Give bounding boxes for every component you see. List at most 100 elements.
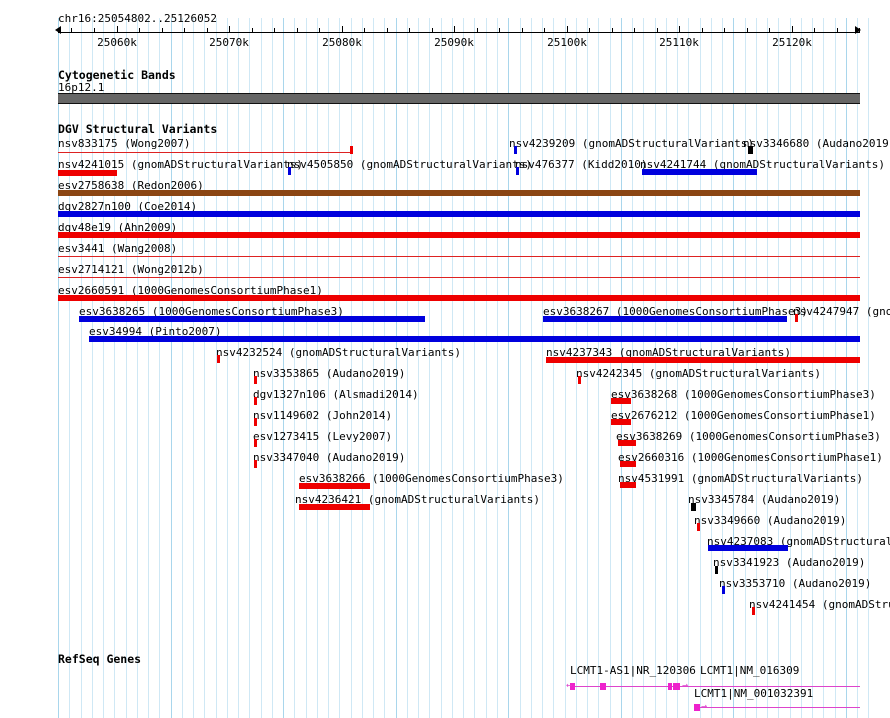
dgv-feature-bar[interactable]	[722, 586, 725, 594]
dgv-feature-bar[interactable]	[58, 295, 860, 301]
dgv-feature-label[interactable]: nsv3345784 (Audano2019)	[688, 493, 841, 506]
dgv-feature-label[interactable]: nsv4232524 (gnomADStructuralVariants)	[216, 346, 462, 359]
ruler-tick-label: 25080k	[322, 36, 362, 49]
dgv-feature-label[interactable]: esv3638265 (1000GenomesConsortiumPhase3)	[79, 305, 344, 318]
dgv-feature-label[interactable]: esv3441 (Wang2008)	[58, 242, 178, 255]
ruler-tick-major	[454, 26, 455, 33]
ruler-tick	[724, 28, 725, 33]
dgv-feature-label[interactable]: nsv3353865 (Audano2019)	[253, 367, 406, 380]
dgv-feature-label[interactable]: nsv3346680 (Audano2019)	[743, 137, 890, 150]
dgv-feature-bar[interactable]	[254, 376, 257, 384]
dgv-feature-label[interactable]: dgv1327n106 (Alsmadi2014)	[253, 388, 419, 401]
gene-label[interactable]: LCMT1|NM_001032391	[694, 687, 814, 700]
dgv-feature-endcap	[350, 146, 353, 154]
gene-exon[interactable]	[570, 683, 575, 690]
gridline	[429, 18, 430, 718]
ruler-tick-label: 25060k	[97, 36, 137, 49]
ruler-tick	[522, 28, 523, 33]
dgv-feature-label[interactable]: nsv3347040 (Audano2019)	[253, 451, 406, 464]
dgv-feature-bar[interactable]	[254, 439, 257, 447]
dgv-feature-label[interactable]: nsv3341923 (Audano2019)	[713, 556, 866, 569]
dgv-feature-bar[interactable]	[58, 152, 352, 153]
dgv-feature-bar[interactable]	[618, 440, 636, 446]
dgv-feature-label[interactable]: esv1273415 (Levy2007)	[253, 430, 393, 443]
dgv-feature-bar[interactable]	[715, 566, 718, 574]
dgv-feature-bar[interactable]	[299, 483, 370, 489]
dgv-feature-label[interactable]: nsv4236421 (gnomADStructuralVariants)	[295, 493, 541, 506]
ruler-tick-label: 25110k	[659, 36, 699, 49]
dgv-feature-bar[interactable]	[254, 397, 257, 405]
genome-ruler[interactable]: chr16:25054802..25126052 25060k 25070k 250…	[0, 0, 890, 52]
dgv-feature-label[interactable]: nsv3349660 (Audano2019)	[694, 514, 847, 527]
dgv-feature-bar[interactable]	[516, 167, 519, 175]
dgv-feature-label[interactable]: nsv4241744 (gnomADStructuralVariants)	[640, 158, 886, 171]
gene-exon[interactable]	[694, 704, 700, 711]
gridline	[474, 18, 475, 718]
gene-exon[interactable]	[673, 683, 680, 690]
dgv-feature-bar[interactable]	[752, 607, 755, 615]
dgv-feature-bar[interactable]	[514, 146, 517, 154]
gene-intron-line	[694, 707, 860, 708]
dgv-feature-label[interactable]: nsv833175 (Wong2007)	[58, 137, 191, 150]
dgv-feature-bar[interactable]	[79, 316, 425, 322]
dgv-feature-label[interactable]: esv2660316 (1000GenomesConsortiumPhase1)	[618, 451, 883, 464]
dgv-feature-bar[interactable]	[578, 376, 581, 384]
dgv-feature-bar[interactable]	[58, 277, 860, 278]
dgv-feature-bar[interactable]	[288, 167, 291, 175]
dgv-feature-bar[interactable]	[217, 355, 220, 363]
dgv-feature-label[interactable]: nsv4242345 (gnomADStructuralVariants)	[576, 367, 822, 380]
dgv-feature-label[interactable]: nsv476377 (Kidd2010)	[515, 158, 648, 171]
dgv-feature-label[interactable]: nsv4247947 (gnom	[793, 305, 890, 318]
dgv-feature-label[interactable]: nsv4237343 (gnomADStructuralVariants)	[546, 346, 792, 359]
dgv-feature-label[interactable]: nsv4241454 (gnomADStruc	[749, 598, 890, 611]
dgv-feature-label[interactable]: nsv4239209 (gnomADStructuralVariants)	[509, 137, 755, 150]
dgv-feature-label[interactable]: dgv48e19 (Ahn2009)	[58, 221, 178, 234]
dgv-feature-bar[interactable]	[58, 190, 860, 196]
dgv-feature-bar[interactable]	[58, 256, 860, 257]
dgv-feature-bar[interactable]	[299, 504, 370, 510]
dgv-feature-label[interactable]: esv3638268 (1000GenomesConsortiumPhase3)	[611, 388, 876, 401]
gene-label[interactable]: LCMT1-AS1|NR_120306	[570, 664, 696, 677]
dgv-feature-label[interactable]: esv34994 (Pinto2007)	[89, 325, 222, 338]
dgv-feature-label[interactable]: esv3638269 (1000GenomesConsortiumPhase3)	[616, 430, 881, 443]
dgv-feature-label[interactable]: nsv4505850 (gnomADStructuralVariants)	[287, 158, 533, 171]
gene-label[interactable]: LCMT1|NM_016309	[700, 664, 800, 677]
dgv-feature-bar[interactable]	[58, 170, 117, 176]
dgv-feature-bar[interactable]	[611, 419, 631, 425]
cytoband-bar[interactable]	[58, 93, 860, 104]
dgv-feature-bar[interactable]	[795, 314, 798, 322]
dgv-feature-label[interactable]: nsv4531991 (gnomADStructuralVariants)	[618, 472, 864, 485]
gene-exon[interactable]	[600, 683, 606, 690]
dgv-feature-label[interactable]: dgv2827n100 (Coe2014)	[58, 200, 198, 213]
dgv-feature-label[interactable]: esv2758638 (Redon2006)	[58, 179, 204, 192]
dgv-feature-label[interactable]: nsv4241015 (gnomADStructuralVariants)	[58, 158, 304, 171]
gridline	[553, 18, 554, 718]
dgv-feature-bar[interactable]	[546, 357, 860, 363]
dgv-feature-bar[interactable]	[748, 146, 753, 154]
axis-line	[58, 32, 860, 33]
dgv-feature-bar[interactable]	[543, 316, 787, 322]
dgv-feature-bar[interactable]	[642, 169, 757, 175]
dgv-feature-label[interactable]: esv2660591 (1000GenomesConsortiumPhase1)	[58, 284, 323, 297]
dgv-feature-label[interactable]: esv3638267 (1000GenomesConsortiumPhase3)	[543, 305, 808, 318]
dgv-feature-bar[interactable]	[611, 398, 631, 404]
dgv-feature-label[interactable]: esv2714121 (Wong2012b)	[58, 263, 204, 276]
dgv-feature-bar[interactable]	[708, 545, 788, 551]
gridline	[441, 18, 442, 718]
dgv-feature-bar[interactable]	[58, 211, 860, 217]
dgv-feature-bar[interactable]	[89, 336, 860, 342]
dgv-feature-label[interactable]: nsv3353710 (Audano2019)	[719, 577, 872, 590]
dgv-feature-bar[interactable]	[58, 232, 860, 238]
dgv-feature-label[interactable]: nsv1149602 (John2014)	[253, 409, 393, 422]
dgv-feature-bar[interactable]	[254, 418, 257, 426]
dgv-feature-bar[interactable]	[254, 460, 257, 468]
dgv-feature-label[interactable]: esv2676212 (1000GenomesConsortiumPhase1)	[611, 409, 876, 422]
dgv-feature-label[interactable]: esv3638266 (1000GenomesConsortiumPhase3)	[299, 472, 564, 485]
dgv-feature-bar[interactable]	[697, 523, 700, 531]
dgv-feature-label[interactable]: nsv4237083 (gnomADStructuralVa	[707, 535, 890, 548]
dgv-feature-bar[interactable]	[620, 461, 636, 467]
gene-exon[interactable]	[668, 683, 672, 690]
ruler-tick	[544, 28, 545, 33]
dgv-feature-bar[interactable]	[691, 503, 696, 511]
dgv-feature-bar[interactable]	[620, 482, 636, 488]
